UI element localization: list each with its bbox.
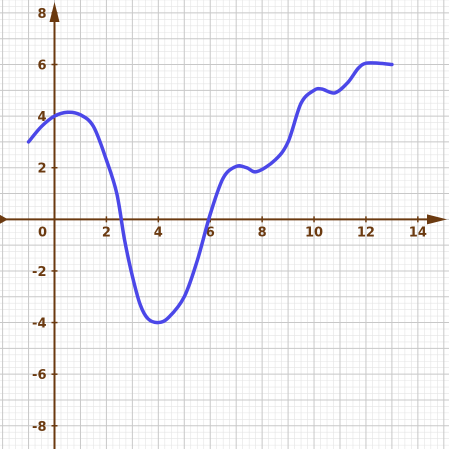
y-axis-arrow-icon [49,2,60,22]
y-tick-label: -4 [32,317,46,332]
y-tick-label: 6 [37,59,46,74]
x-tick-label: 12 [357,225,375,240]
y-tick-label: -6 [32,368,46,383]
x-tick-label: 14 [409,225,427,240]
y-tick-label: 4 [37,110,46,125]
y-tick-label: -8 [32,420,46,435]
series-layer [26,61,394,325]
y-tick-label: -2 [32,265,46,280]
x-tick-label: 8 [258,225,267,240]
x-tick-label: 0 [38,225,47,240]
x-axis-arrow-icon [427,214,447,225]
x-tick-label: 6 [206,225,215,240]
y-tick-label: 8 [37,7,46,22]
x-tick-label: 4 [154,225,163,240]
y-tick-label: 2 [37,162,46,177]
tick-labels: 0 2 4 6 8 10 12 14 -8 -6 -4 -2 2 4 6 8 [32,7,427,435]
x-tick-label: 2 [102,225,111,240]
function-curve [26,61,394,325]
x-axis-left-arrow-icon [0,214,8,224]
x-tick-label: 10 [305,225,323,240]
